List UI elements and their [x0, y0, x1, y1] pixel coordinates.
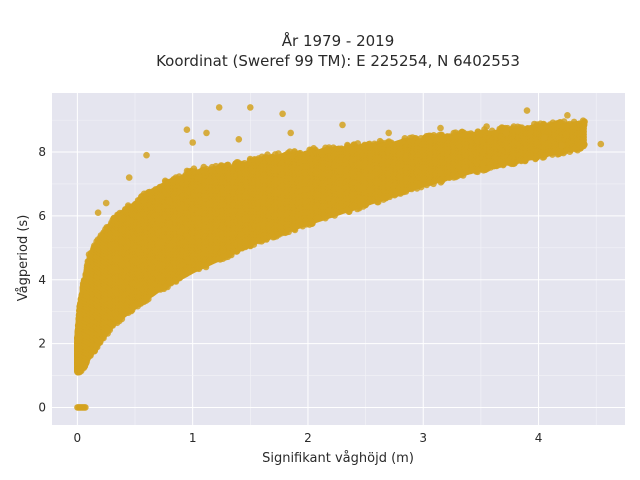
chart-title-line2: Koordinat (Sweref 99 TM): E 225254, N 64…: [156, 52, 520, 70]
data-points: [74, 104, 605, 411]
chart-title-line1: År 1979 - 2019: [282, 31, 395, 50]
